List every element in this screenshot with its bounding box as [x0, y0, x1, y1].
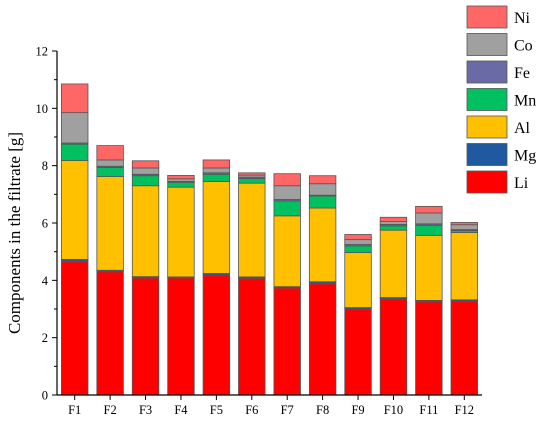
bar-segment-ni-f6	[238, 172, 266, 176]
bar-segment-ni-f2	[96, 145, 124, 161]
bar-segment-ni-f9	[344, 234, 372, 241]
bar-segment-ni-f10	[379, 216, 408, 222]
legend-swatch-co	[466, 33, 508, 56]
bar-segment-al-f3	[131, 185, 160, 277]
bar-segment-al-f2	[96, 176, 124, 271]
bar-segment-co-f12	[450, 224, 478, 230]
bar-segment-co-f2	[96, 159, 124, 167]
x-tick-label-f2: F2	[104, 403, 117, 417]
bar-segment-mn-f4	[167, 181, 195, 188]
bar-segment-al-f6	[238, 182, 266, 278]
legend: Ni Co Fe Mn Al Mg Li	[466, 5, 536, 194]
bar-segment-ni-f1	[61, 83, 89, 114]
legend-label-ni: Ni	[514, 10, 531, 27]
bar-segment-al-f4	[167, 186, 195, 278]
bar-segment-li-f11	[415, 301, 443, 396]
x-tick-label-f9: F9	[351, 403, 364, 417]
bar-segment-ni-f3	[131, 160, 160, 169]
bar-segment-ni-f8	[308, 175, 337, 185]
legend-swatch-al	[466, 115, 508, 139]
y-tick-label-0: 0	[42, 389, 48, 403]
bar-segment-mn-f6	[238, 178, 266, 184]
bar-segment-al-f7	[273, 215, 301, 288]
bar-segment-li-f12	[450, 300, 478, 396]
legend-swatch-li	[466, 170, 508, 194]
y-tick-label-8: 8	[42, 159, 48, 173]
axes-layer: F1 F2 F3 F4 F5 F6 F7 F8 F9 F10 F11 F12 0 2 4 6 8 10 12	[36, 45, 482, 417]
y-axis-label: Components in the filtrate [g]	[5, 132, 24, 334]
bar-segment-mn-f11	[415, 224, 443, 236]
bar-segment-al-f9	[344, 252, 372, 308]
bar-segment-li-f2	[96, 271, 124, 396]
x-tick-label-f4: F4	[174, 403, 188, 417]
legend-label-mg: Mg	[514, 148, 536, 165]
x-tick-label-f1: F1	[68, 403, 81, 417]
bar-segment-co-f5	[202, 167, 231, 174]
legend-label-li: Li	[514, 175, 529, 192]
bar-segment-ni-f7	[273, 173, 301, 187]
bar-segment-li-f6	[238, 277, 266, 396]
bar-segment-al-f1	[61, 160, 89, 260]
x-tick-label-f6: F6	[245, 403, 258, 417]
bar-segment-li-f8	[308, 283, 337, 396]
legend-swatch-mn	[466, 88, 508, 111]
bar-segment-li-f10	[379, 298, 408, 396]
bar-segment-al-f12	[450, 232, 478, 301]
x-tick-label-f8: F8	[316, 403, 329, 417]
bar-segment-co-f10	[379, 221, 408, 225]
y-tick-label-2: 2	[42, 331, 48, 345]
y-tick-label-4: 4	[42, 274, 49, 288]
x-tick-label-f7: F7	[281, 403, 294, 417]
bar-segment-co-f1	[61, 112, 89, 144]
bar-segment-li-f3	[131, 277, 160, 396]
bar-segment-mn-f3	[131, 175, 160, 187]
bar-segment-al-f11	[415, 234, 443, 301]
x-tick-label-f11: F11	[419, 403, 438, 417]
x-tick-label-f5: F5	[210, 403, 223, 417]
bar-segment-mn-f5	[202, 173, 231, 182]
bar-segment-co-f11	[415, 212, 443, 225]
bar-segment-ni-f5	[202, 159, 231, 169]
bar-segment-mn-f7	[273, 200, 301, 217]
bar-segment-li-f7	[273, 287, 301, 396]
x-tick-label-f10: F10	[384, 403, 403, 417]
bar-segment-ni-f11	[415, 205, 443, 214]
legend-label-fe: Fe	[514, 65, 530, 82]
bar-segment-mn-f10	[379, 225, 408, 231]
bar-segment-mn-f1	[61, 143, 89, 161]
y-tick-label-6: 6	[42, 217, 48, 231]
legend-label-co: Co	[514, 38, 533, 55]
y-tick-label-12: 12	[36, 45, 49, 59]
bar-segment-co-f3	[131, 167, 160, 175]
bars-layer	[61, 83, 478, 396]
bar-segment-li-f5	[202, 274, 231, 396]
bar-segment-co-f7	[273, 185, 301, 200]
x-tick-label-f3: F3	[139, 403, 152, 417]
bar-segment-mn-f8	[308, 195, 337, 209]
bar-segment-li-f4	[167, 277, 195, 396]
bar-segment-al-f10	[379, 229, 408, 298]
x-tick-label-f12: F12	[455, 403, 474, 417]
bar-segment-li-f9	[344, 308, 372, 396]
bar-segment-ni-f12	[450, 222, 478, 226]
bar-segment-al-f8	[308, 207, 337, 283]
legend-label-mn: Mn	[514, 93, 536, 110]
bar-segment-li-f1	[61, 261, 89, 396]
legend-label-al: Al	[514, 120, 531, 137]
bar-segment-mn-f9	[344, 245, 372, 253]
legend-swatch-fe	[466, 60, 508, 84]
bar-segment-mn-f2	[96, 166, 124, 177]
bar-segment-ni-f4	[167, 175, 195, 180]
legend-swatch-ni	[466, 5, 508, 29]
y-tick-label-10: 10	[36, 102, 49, 116]
legend-swatch-mg	[466, 143, 508, 166]
bar-segment-co-f8	[308, 183, 337, 196]
bar-segment-co-f9	[344, 239, 372, 245]
bar-segment-al-f5	[202, 181, 231, 274]
